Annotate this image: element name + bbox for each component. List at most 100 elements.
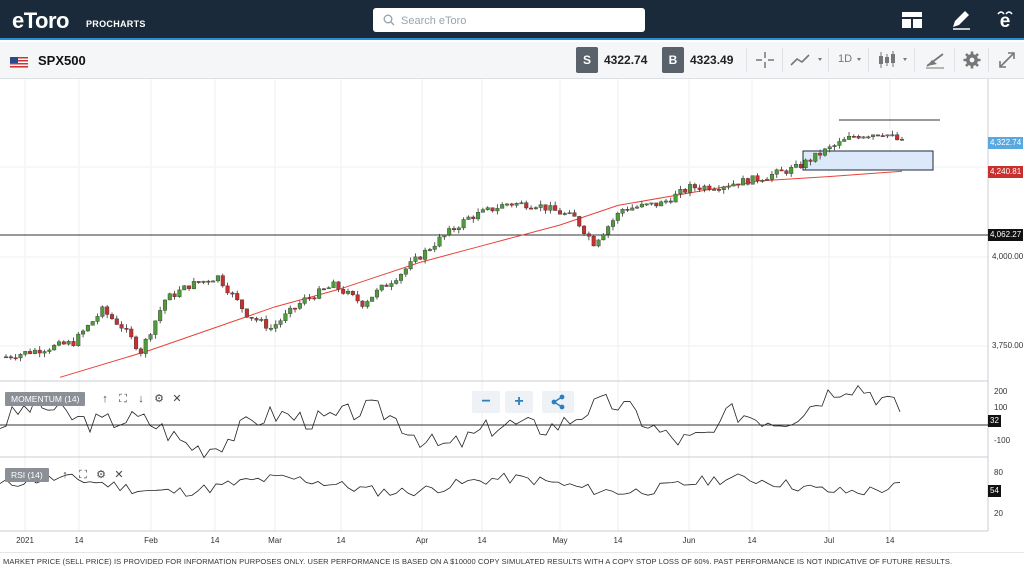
candle xyxy=(471,216,476,220)
candle xyxy=(663,200,668,203)
candle xyxy=(191,281,196,289)
expand-icon xyxy=(999,52,1015,68)
candle xyxy=(533,207,538,209)
candle xyxy=(71,341,76,346)
gear-icon[interactable]: ⚙ xyxy=(154,393,164,405)
rsi-line xyxy=(0,472,901,497)
chart-type-button[interactable] xyxy=(782,48,829,72)
candle xyxy=(755,175,760,182)
search-input[interactable] xyxy=(399,11,639,31)
layout-icon[interactable] xyxy=(899,8,925,32)
candle xyxy=(659,201,664,207)
candle xyxy=(765,179,770,181)
fullscreen-button[interactable] xyxy=(988,48,1024,72)
candle xyxy=(56,341,61,346)
draw-icon xyxy=(926,53,944,69)
candle xyxy=(716,189,721,191)
candle xyxy=(476,212,481,220)
momentum-indicator-label[interactable]: MOMENTUM (14) xyxy=(5,392,86,406)
candle xyxy=(774,169,779,175)
x-tick-label: 14 xyxy=(748,536,757,545)
zoom-in-button[interactable]: + xyxy=(505,391,533,413)
close-icon[interactable]: ✕ xyxy=(172,393,182,405)
instrument-symbol: SPX500 xyxy=(38,53,86,68)
candle xyxy=(201,280,206,283)
move-up-icon[interactable]: ↑ xyxy=(62,469,68,481)
candle xyxy=(485,207,490,210)
candle xyxy=(230,292,235,295)
candle xyxy=(427,249,432,251)
candle xyxy=(100,306,105,317)
pen-icon[interactable] xyxy=(948,8,974,32)
candle xyxy=(769,173,774,180)
maximize-icon[interactable]: ⛶ xyxy=(79,469,87,481)
crosshair-icon xyxy=(756,52,774,68)
move-up-icon[interactable]: ↑ xyxy=(102,393,108,405)
candles-button[interactable] xyxy=(868,48,915,72)
etoro-e-icon[interactable]: e xyxy=(992,8,1018,32)
x-tick-label: 2021 xyxy=(16,536,34,545)
gear-icon[interactable]: ⚙ xyxy=(96,469,106,481)
momentum-line xyxy=(0,384,901,459)
candle xyxy=(456,227,461,231)
timeframe-button[interactable]: 1D xyxy=(828,48,869,72)
chart-area[interactable]: 2021 14 Feb 14 Mar 14 Apr 14 May 14 Jun 14 Jul 14 4,0… xyxy=(0,79,1024,551)
candle xyxy=(336,281,341,290)
timeframe-label: 1D xyxy=(838,53,853,65)
x-tick-label: May xyxy=(552,536,567,545)
buy-label: B xyxy=(662,47,684,73)
search-box[interactable] xyxy=(373,8,645,32)
rsi-indicator-label[interactable]: RSI (14) xyxy=(5,468,49,482)
candle xyxy=(514,203,519,206)
candle xyxy=(418,256,423,260)
crosshair-button[interactable] xyxy=(746,48,783,72)
maximize-icon[interactable]: ⛶ xyxy=(119,393,127,405)
candle xyxy=(543,204,548,211)
candle xyxy=(851,136,856,138)
candlestick-icon xyxy=(879,51,907,68)
candle xyxy=(153,320,158,335)
candle xyxy=(880,135,885,137)
candle xyxy=(42,351,47,354)
candle xyxy=(61,341,66,345)
candle xyxy=(370,296,375,302)
candle xyxy=(582,225,587,234)
candle xyxy=(119,324,124,329)
candle xyxy=(861,136,866,139)
etoro-logo[interactable]: eToro xyxy=(12,8,69,33)
x-tick-label: Mar xyxy=(268,536,282,545)
candle xyxy=(138,348,143,354)
candle xyxy=(95,316,100,322)
candle xyxy=(196,281,201,283)
candle xyxy=(297,303,302,309)
price-tick-4000: 4,000.00 xyxy=(992,252,1024,261)
candle xyxy=(288,307,293,314)
move-down-icon[interactable]: ↓ xyxy=(138,393,144,405)
candle xyxy=(688,184,693,193)
candle xyxy=(750,175,755,185)
share-icon xyxy=(551,394,565,410)
sell-value: 4322.74 xyxy=(604,53,648,67)
share-button[interactable] xyxy=(542,391,574,413)
price-chart[interactable]: 2021 14 Feb 14 Mar 14 Apr 14 May 14 Jun 14 Jul 14 xyxy=(0,79,1024,551)
candle xyxy=(447,228,452,236)
candle xyxy=(432,245,437,250)
candle xyxy=(413,256,418,262)
settings-button[interactable] xyxy=(954,48,989,72)
zoom-out-button[interactable]: − xyxy=(472,391,500,413)
disclaimer-text: MARKET PRICE (SELL PRICE) IS PROVIDED FO… xyxy=(3,557,953,566)
candle xyxy=(52,344,57,351)
rsi-tools: ↑ ⛶ ⚙ ✕ xyxy=(56,468,128,482)
footer: MARKET PRICE (SELL PRICE) IS PROVIDED FO… xyxy=(0,552,1024,577)
candle xyxy=(437,236,442,247)
candle xyxy=(562,213,567,215)
candle xyxy=(798,164,803,168)
drawing-tools-button[interactable] xyxy=(914,48,955,72)
candle xyxy=(779,169,784,172)
line-chart-icon xyxy=(790,54,822,66)
candle xyxy=(317,288,322,299)
candle xyxy=(365,301,370,307)
x-tick-label: Jun xyxy=(683,536,696,545)
candle xyxy=(331,281,336,288)
close-icon[interactable]: ✕ xyxy=(114,469,124,481)
